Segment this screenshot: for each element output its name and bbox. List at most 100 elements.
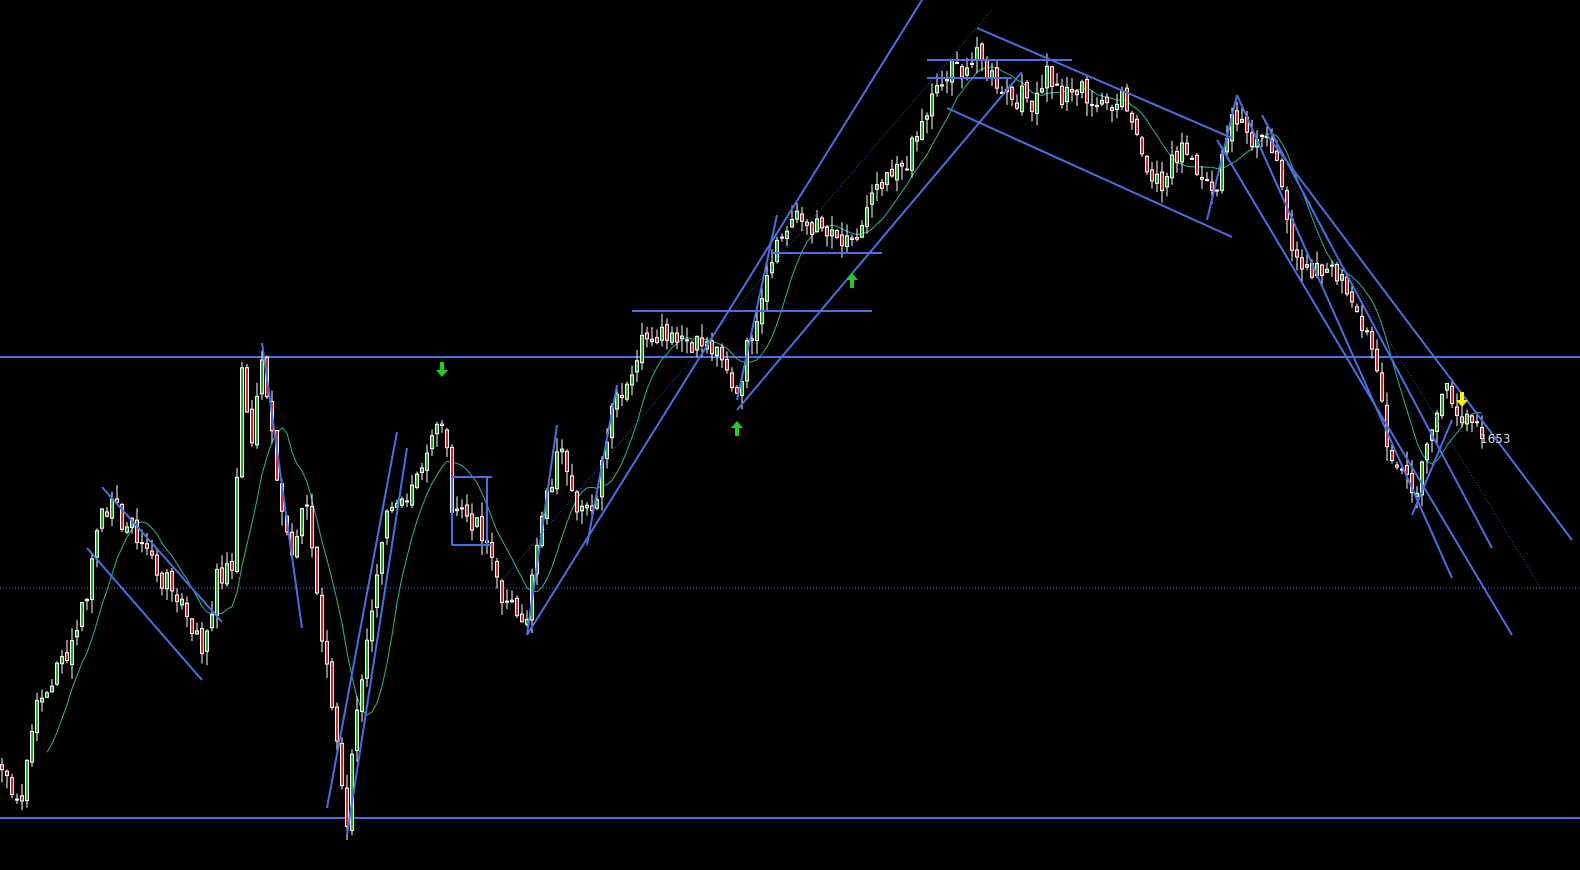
candle-body-fill	[236, 477, 238, 572]
candle	[1475, 415, 1479, 427]
trendline	[326, 431, 398, 809]
candle	[1255, 130, 1259, 159]
candle-body-fill	[81, 603, 83, 626]
candle-body-fill	[886, 173, 888, 184]
candle-body	[1400, 468, 1404, 471]
candle	[165, 569, 169, 601]
candle	[770, 249, 774, 279]
candle-body-fill	[391, 507, 393, 511]
candle	[980, 42, 984, 72]
trendlines	[86, 0, 1573, 836]
candle	[85, 598, 89, 611]
candle-body-fill	[841, 235, 843, 246]
candle	[805, 219, 809, 235]
candle-body-fill	[206, 631, 208, 651]
candle-body-fill	[691, 343, 693, 352]
candle	[190, 617, 194, 641]
candle	[1080, 79, 1084, 99]
candle-body-fill	[156, 555, 158, 575]
candle-body-fill	[51, 686, 53, 692]
candle-body-fill	[521, 614, 523, 622]
candle-body-fill	[1111, 108, 1113, 110]
candle-body-fill	[1381, 373, 1383, 401]
candle	[875, 171, 879, 202]
candle	[725, 351, 729, 374]
last-price-label: 1653	[1480, 432, 1511, 446]
candle	[1175, 146, 1179, 173]
candle-body-fill	[676, 333, 678, 342]
candle	[525, 610, 529, 627]
candle-body-fill	[1046, 66, 1048, 88]
candle	[1000, 86, 1004, 94]
candle	[1460, 406, 1464, 428]
candle	[955, 51, 959, 65]
candle-body-fill	[231, 561, 233, 570]
candle-body-fill	[296, 537, 298, 557]
candle	[820, 215, 824, 232]
trendline	[261, 342, 303, 629]
candle	[40, 689, 44, 712]
candle	[420, 462, 424, 481]
candle-body-fill	[1291, 219, 1293, 250]
candle-body-fill	[1066, 87, 1068, 102]
candle-body-fill	[1226, 139, 1228, 152]
trendline	[1271, 149, 1543, 591]
moving-average	[46, 66, 1483, 753]
trendline	[346, 447, 408, 836]
candle	[810, 221, 814, 244]
candle-body-fill	[1171, 155, 1173, 178]
candle	[355, 695, 359, 762]
candle	[570, 463, 574, 492]
candle-body-fill	[1406, 466, 1408, 474]
trendline	[586, 384, 618, 546]
trendline	[1411, 419, 1453, 516]
candle	[850, 234, 854, 246]
candle	[445, 427, 449, 458]
candle-body-fill	[426, 453, 428, 470]
candle	[1145, 155, 1149, 175]
candle-body-fill	[646, 333, 648, 339]
candle-body-fill	[1341, 275, 1343, 280]
candle-body-fill	[921, 122, 923, 139]
candle	[625, 381, 629, 402]
candle-body-fill	[711, 341, 713, 354]
trendline	[526, 424, 558, 636]
candle	[800, 206, 804, 231]
candle	[930, 83, 934, 130]
candle-body	[405, 500, 409, 503]
candle-body	[1090, 104, 1094, 107]
candle	[325, 630, 329, 679]
candle-body-fill	[1311, 263, 1313, 277]
candle-body-fill	[766, 276, 768, 301]
candle-body-fill	[151, 551, 153, 555]
candle	[1225, 125, 1229, 160]
candle-body-fill	[381, 543, 383, 573]
candle-body-fill	[1346, 277, 1348, 294]
candle	[505, 589, 509, 609]
candle-body-fill	[1276, 151, 1278, 160]
candle	[1260, 133, 1264, 148]
candle-body-fill	[836, 230, 838, 237]
candle-body-fill	[1131, 113, 1133, 122]
candle-body-fill	[191, 619, 193, 634]
candle	[480, 502, 484, 555]
candle-body-fill	[1321, 265, 1323, 275]
candle	[750, 334, 754, 355]
candle-body-fill	[631, 375, 633, 385]
candle	[585, 502, 589, 516]
candle-body-fill	[1471, 416, 1473, 422]
candle-body-fill	[821, 218, 823, 228]
candle	[1320, 263, 1324, 285]
candle-body-fill	[1101, 100, 1103, 104]
candle-body-fill	[931, 94, 933, 116]
candle	[700, 324, 704, 357]
candle-body-fill	[161, 573, 163, 588]
candle-body-fill	[1271, 139, 1273, 153]
candle-body-fill	[1281, 160, 1283, 187]
candle	[775, 236, 779, 264]
candle	[1050, 65, 1054, 99]
candle	[835, 229, 839, 240]
candle-body-fill	[1446, 384, 1448, 390]
candle-body-fill	[181, 599, 183, 605]
candle-body	[1365, 330, 1369, 333]
